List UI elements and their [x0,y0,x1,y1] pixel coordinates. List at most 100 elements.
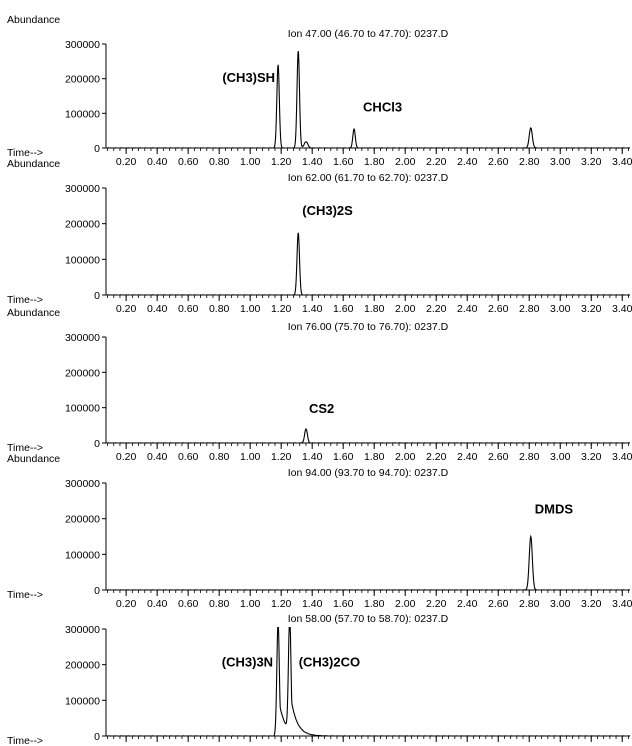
y-tick-label: 0 [94,585,100,597]
y-tick-label: 0 [94,731,100,743]
x-tick-label: 0.20 [116,451,137,463]
chromatogram-panel-2: Abundance Ion 62.00 (61.70 to 62.70): 023… [7,158,632,315]
y-tick-label: 300000 [65,39,100,51]
chromatogram-trace [106,50,630,148]
y-axis-label: Abundance [7,158,60,170]
x-tick-label: 2.40 [457,303,478,315]
y-tick-label: 100000 [65,108,100,120]
x-tick-label: 1.20 [271,156,292,168]
x-tick-label: 3.40 [612,451,632,463]
y-axis-label: Abundance [7,14,60,26]
peak-label: CHCl3 [363,100,402,115]
chromatogram-trace [106,232,630,295]
x-tick-label: 1.40 [302,598,323,610]
y-tick-label: 300000 [65,183,100,195]
x-tick-label: 1.00 [240,156,261,168]
chromatogram-panel-5: Ion 58.00 (57.70 to 58.70): 0237.D 0 10000… [7,613,630,746]
x-tick-label: 2.60 [488,156,509,168]
x-tick-label: 0.80 [209,156,230,168]
x-tick-label: 2.40 [457,156,478,168]
y-tick-label: 0 [94,290,100,302]
x-axis-label: Time--> [7,294,43,306]
x-tick-label: 1.40 [302,156,323,168]
x-tick-label: 2.80 [519,451,540,463]
y-tick-label: 200000 [65,660,100,672]
x-tick-label: 2.60 [488,598,509,610]
x-tick-label: 0.40 [147,451,168,463]
x-tick-label: 0.60 [178,598,199,610]
y-tick-label: 300000 [65,332,100,344]
x-tick-label: 0.80 [209,451,230,463]
x-tick-label: 1.40 [302,303,323,315]
x-tick-label: 1.20 [271,303,292,315]
peak-label: DMDS [535,501,574,516]
y-tick-label: 200000 [65,367,100,379]
x-tick-label: 1.60 [333,451,354,463]
x-tick-label: 3.00 [550,598,571,610]
y-tick-label: 100000 [65,549,100,561]
x-tick-label: 3.20 [581,451,602,463]
x-tick-label: 2.40 [457,451,478,463]
x-tick-label: 1.00 [240,451,261,463]
chromatogram-panel-1: Abundance Ion 47.00 (46.70 to 47.70): 023… [7,14,632,168]
x-tick-label: 1.20 [271,451,292,463]
x-tick-label: 3.00 [550,303,571,315]
x-tick-label: 0.80 [209,303,230,315]
y-tick-label: 300000 [65,624,100,636]
x-tick-label: 2.80 [519,303,540,315]
chromatogram-trace [106,534,630,590]
chromatogram-panel-4: Abundance Ion 94.00 (93.70 to 94.70): 023… [7,453,632,610]
x-tick-label: 0.40 [147,303,168,315]
peak-label: (CH3)SH [222,70,275,85]
x-axis-label: Time--> [7,735,43,746]
y-tick-label: 300000 [65,478,100,490]
y-tick-label: 200000 [65,514,100,526]
panel-title: Ion 76.00 (75.70 to 76.70): 0237.D [288,321,449,333]
x-tick-label: 3.20 [581,156,602,168]
panel-title: Ion 62.00 (61.70 to 62.70): 0237.D [288,172,449,184]
peak-label: (CH3)2CO [299,654,360,669]
x-tick-label: 3.40 [612,598,632,610]
x-tick-label: 1.80 [364,598,385,610]
y-tick-label: 0 [94,143,100,155]
x-tick-label: 1.40 [302,451,323,463]
chromatogram-panel-3: Abundance Ion 76.00 (75.70 to 76.70): 023… [7,307,632,463]
x-tick-label: 2.80 [519,156,540,168]
y-tick-label: 100000 [65,403,100,415]
x-tick-label: 2.60 [488,451,509,463]
panel-title: Ion 94.00 (93.70 to 94.70): 0237.D [288,467,449,479]
peak-label: (CH3)2S [302,203,353,218]
y-tick-label: 200000 [65,74,100,86]
x-tick-label: 0.80 [209,598,230,610]
x-tick-label: 1.80 [364,303,385,315]
x-tick-label: 3.00 [550,451,571,463]
x-tick-label: 0.60 [178,303,199,315]
y-axis-label: Abundance [7,307,60,319]
x-axis-label: Time--> [7,442,43,454]
x-tick-label: 1.00 [240,598,261,610]
x-tick-label: 1.00 [240,303,261,315]
x-tick-label: 1.80 [364,156,385,168]
x-tick-label: 1.60 [333,156,354,168]
panel-title: Ion 58.00 (57.70 to 58.70): 0237.D [288,613,449,625]
chromatogram-trace [106,428,630,443]
x-tick-label: 2.80 [519,598,540,610]
x-tick-label: 0.40 [147,156,168,168]
x-tick-label: 1.20 [271,598,292,610]
y-tick-label: 100000 [65,695,100,707]
y-axis-label: Abundance [7,453,60,465]
x-tick-label: 3.20 [581,598,602,610]
y-tick-label: 100000 [65,254,100,266]
x-tick-label: 1.80 [364,451,385,463]
x-tick-label: 0.20 [116,156,137,168]
x-tick-label: 3.20 [581,303,602,315]
x-tick-label: 2.00 [395,156,416,168]
x-tick-label: 1.60 [333,303,354,315]
x-tick-label: 0.20 [116,303,137,315]
x-tick-label: 3.00 [550,156,571,168]
peak-label: (CH3)3N [222,654,273,669]
x-axis-label: Time--> [7,147,43,159]
y-tick-label: 200000 [65,219,100,231]
x-axis-label: Time--> [7,589,43,601]
x-tick-label: 0.20 [116,598,137,610]
